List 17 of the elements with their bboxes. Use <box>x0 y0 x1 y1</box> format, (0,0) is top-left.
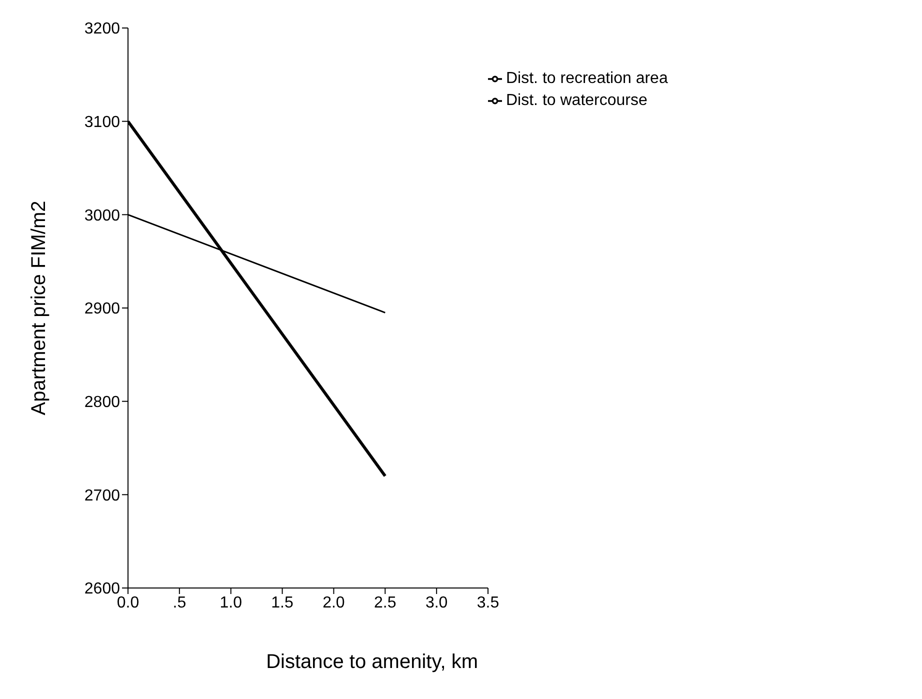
x-tick-label: 2.0 <box>322 594 345 612</box>
x-tick-label: 1.5 <box>271 594 294 612</box>
y-tick-label: 3100 <box>84 114 120 132</box>
y-axis-title: Apartment price FIM/m2 <box>28 200 50 416</box>
y-tick-label: 3000 <box>84 207 120 224</box>
y-tick-label: 2900 <box>84 300 120 318</box>
y-tick-label: 2800 <box>84 394 120 412</box>
x-tick-label: 3.5 <box>476 594 500 612</box>
x-tick-label: 1.0 <box>220 594 242 612</box>
legend-label: Dist. to recreation area <box>506 70 668 87</box>
y-tick-label: 2700 <box>84 487 120 504</box>
legend-label: Dist. to watercourse <box>506 92 648 109</box>
y-tick-label: 3200 <box>84 20 120 38</box>
x-axis-title: Distance to amenity, km <box>266 651 478 673</box>
x-tick-label: .5 <box>172 594 186 612</box>
x-tick-label: 2.5 <box>374 594 396 612</box>
x-tick-label: 3.0 <box>425 594 448 612</box>
